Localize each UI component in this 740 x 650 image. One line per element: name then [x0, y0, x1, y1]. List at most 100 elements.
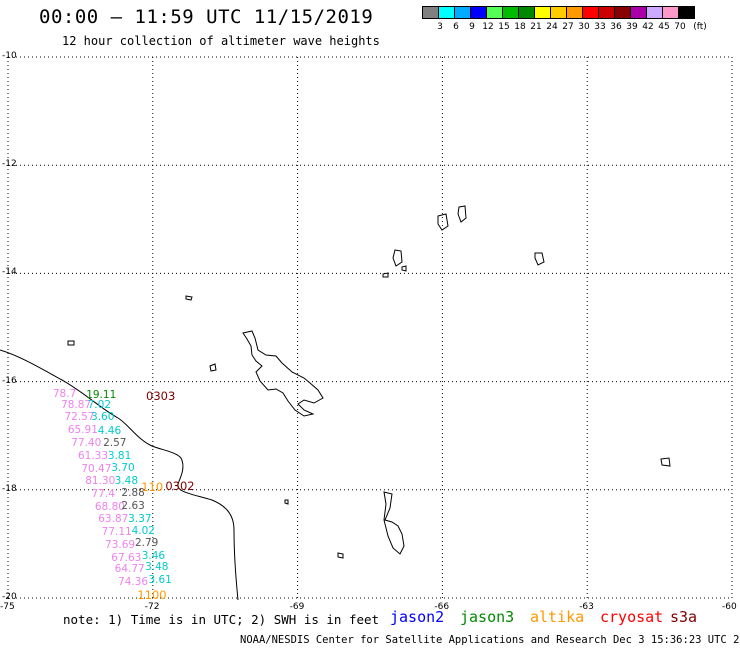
lake-small-12: [284, 499, 289, 505]
wave-height-value: 77.40: [71, 436, 102, 449]
wave-height-value: 63.87: [98, 513, 129, 526]
lake-small-11: [401, 265, 407, 272]
wave-height-value: 3.48: [145, 561, 169, 574]
color-scale: [422, 6, 695, 19]
wave-height-value: 73.69: [105, 538, 136, 551]
pass-time-label: 110: [141, 479, 164, 494]
color-swatch: [646, 6, 663, 19]
color-scale-label: 36: [610, 22, 622, 32]
color-swatch: [438, 6, 455, 19]
lake-small-7: [185, 295, 193, 301]
color-scale-label: 12: [482, 22, 494, 32]
latitude-label: -10: [2, 51, 17, 61]
wave-height-value: 2.57: [103, 436, 127, 449]
satellite-s3a-label: s3a: [670, 608, 698, 626]
color-swatch: [534, 6, 551, 19]
color-scale-label: 39: [626, 22, 638, 32]
pass-time-label: 0303: [146, 388, 176, 403]
wave-height-value: 78.7: [52, 388, 77, 401]
wave-height-value: 78.87: [61, 398, 92, 411]
wave-height-value: 4.46: [97, 424, 122, 437]
lake-small-4: [392, 249, 403, 267]
color-scale-label: 42: [642, 22, 654, 32]
longitude-label: -72: [144, 602, 160, 612]
lake-titicaca: [242, 330, 324, 417]
color-scale-unit: (ft): [693, 22, 707, 32]
wave-height-value: 68.80: [94, 500, 125, 513]
color-scale-label: 15: [498, 22, 510, 32]
satellite-altika-label: altika: [530, 608, 585, 626]
satellite-cryosat-label: cryosat: [600, 608, 664, 626]
color-scale-label: 27: [562, 22, 574, 32]
color-scale-label: 24: [546, 22, 558, 32]
lake-small-1: [437, 213, 449, 231]
wave-height-value: 3.48: [114, 475, 139, 488]
lat-lon-grid: [7, 56, 733, 599]
longitude-label: -60: [722, 602, 737, 612]
wave-height-value: 64.77: [114, 562, 145, 575]
wave-height-value: 74.36: [118, 575, 149, 588]
latitude-label: -16: [2, 375, 17, 386]
color-swatch: [630, 6, 647, 19]
wave-height-value: 3.81: [107, 450, 132, 463]
color-scale-label: 21: [530, 22, 542, 32]
color-swatch: [566, 6, 583, 19]
wave-height-value: 3.61: [148, 573, 172, 586]
satellite-jason2-label: jason2: [390, 608, 445, 626]
color-scale-label: 45: [658, 22, 670, 32]
latitude-label: -12: [2, 159, 17, 170]
color-swatch: [614, 6, 631, 19]
color-scale-label: 70: [674, 22, 686, 32]
wave-height-value: 2.88: [121, 487, 145, 500]
lake-small-9: [337, 552, 344, 559]
color-scale-label: 30: [578, 22, 590, 32]
latitude-label: -20: [2, 592, 17, 602]
wave-height-value: 2.63: [121, 499, 145, 512]
wave-height-value: 70.47: [81, 462, 112, 475]
wave-height-value: 3.46: [141, 549, 166, 562]
color-swatch: [518, 6, 535, 19]
color-swatch: [454, 6, 471, 19]
page-title: 00:00 – 11:59 UTC 11/15/2019: [39, 6, 374, 28]
longitude-label: -66: [434, 602, 450, 612]
color-swatch: [678, 6, 695, 19]
color-swatch: [422, 6, 439, 19]
wave-height-value: 19.11: [86, 388, 117, 401]
wave-height-value: 77.11: [101, 526, 132, 539]
color-swatch: [470, 6, 487, 19]
longitude-label: -69: [289, 602, 305, 612]
wave-height-value: 77.4: [91, 487, 115, 500]
wave-height-value: 7.02: [87, 399, 112, 412]
wave-height-value: 65.91: [67, 424, 98, 437]
color-scale-label: 3: [437, 22, 443, 32]
lake-small-6: [67, 340, 75, 346]
peru-chile-coastline: [0, 349, 239, 601]
color-swatch: [486, 6, 503, 19]
latitude-label: -14: [2, 267, 17, 278]
coastline: [0, 205, 671, 601]
color-swatch: [582, 6, 599, 19]
lake-small-3: [534, 252, 545, 266]
page-subtitle: 12 hour collection of altimeter wave hei…: [62, 34, 380, 48]
color-scale-label: 33: [594, 22, 606, 32]
color-swatch: [662, 6, 679, 19]
color-scale-label: 18: [514, 22, 526, 32]
satellite-jason3-label: jason3: [460, 608, 515, 626]
longitude-label: -75: [0, 602, 15, 612]
wave-height-value: 72.57: [64, 411, 95, 424]
lake-small-8: [209, 363, 217, 372]
wave-height-value: 2.79: [134, 537, 159, 550]
wave-height-value: 3.60: [91, 411, 115, 424]
wave-height-value: 61.33: [77, 450, 109, 463]
lake-small-5: [660, 457, 671, 467]
wave-height-value: 67.63: [111, 551, 142, 564]
latitude-label: -18: [2, 483, 17, 494]
lake-small-10: [382, 272, 389, 278]
lake-poopo: [383, 491, 405, 555]
wave-height-value: 3.37: [128, 512, 152, 525]
pass-time-label: 1100: [137, 588, 167, 603]
wave-height-value: 4.02: [131, 524, 155, 537]
color-scale-label: 9: [469, 22, 475, 32]
wave-height-value: 81.30: [85, 475, 116, 488]
